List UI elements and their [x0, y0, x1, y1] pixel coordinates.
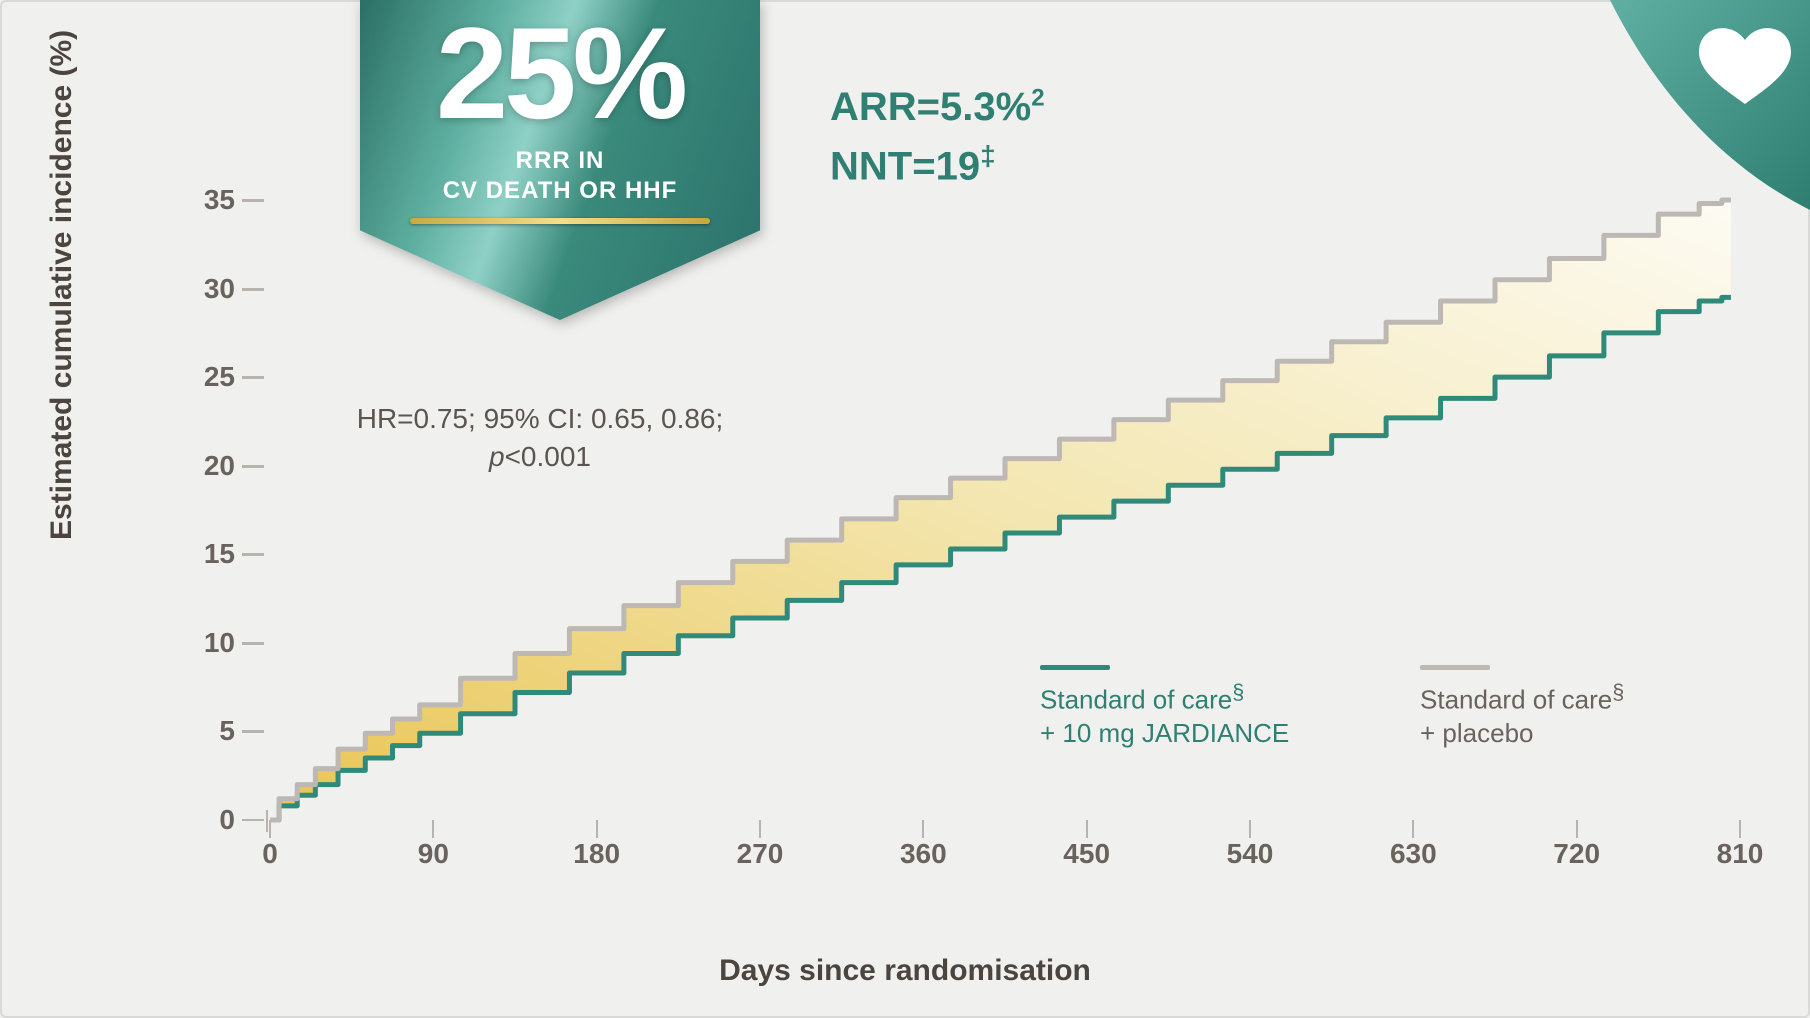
xtick-mark — [922, 820, 924, 838]
xtick-label: 180 — [573, 838, 620, 870]
xtick-label: 720 — [1553, 838, 1600, 870]
ytick-label: 15 — [185, 538, 235, 570]
xtick-label: 810 — [1717, 838, 1764, 870]
xtick-label: 0 — [262, 838, 278, 870]
legend-treatment: Standard of care§ + 10 mg JARDIANCE — [1040, 665, 1289, 751]
xtick-label: 630 — [1390, 838, 1437, 870]
xtick-mark — [1412, 820, 1414, 838]
legend-treatment-line — [1040, 665, 1110, 670]
xtick-mark — [1739, 820, 1741, 838]
ytick-label: 35 — [185, 184, 235, 216]
ytick-mark — [242, 553, 264, 556]
xtick-mark — [432, 820, 434, 838]
legend-placebo: Standard of care§ + placebo — [1420, 665, 1624, 751]
xtick-mark — [1086, 820, 1088, 838]
ytick-label: 30 — [185, 273, 235, 305]
ytick-mark — [242, 199, 264, 202]
ytick-mark — [242, 288, 264, 291]
ytick-label: 0 — [185, 804, 235, 836]
ytick-label: 5 — [185, 715, 235, 747]
xtick-mark — [596, 820, 598, 838]
xtick-mark — [759, 820, 761, 838]
xtick-label: 450 — [1063, 838, 1110, 870]
xtick-label: 540 — [1227, 838, 1274, 870]
xtick-mark — [1576, 820, 1578, 838]
xtick-label: 270 — [737, 838, 784, 870]
ytick-mark — [242, 819, 264, 821]
ytick-mark — [242, 730, 264, 733]
ytick-label: 10 — [185, 627, 235, 659]
ytick-mark — [242, 642, 264, 645]
xtick-label: 90 — [418, 838, 449, 870]
xtick-label: 360 — [900, 838, 947, 870]
legend-placebo-line — [1420, 665, 1490, 670]
xtick-mark — [269, 820, 271, 838]
ytick-label: 25 — [185, 361, 235, 393]
ytick-label: 20 — [185, 450, 235, 482]
ytick-mark — [242, 376, 264, 379]
ytick-mark — [242, 465, 264, 468]
xtick-mark — [1249, 820, 1251, 838]
